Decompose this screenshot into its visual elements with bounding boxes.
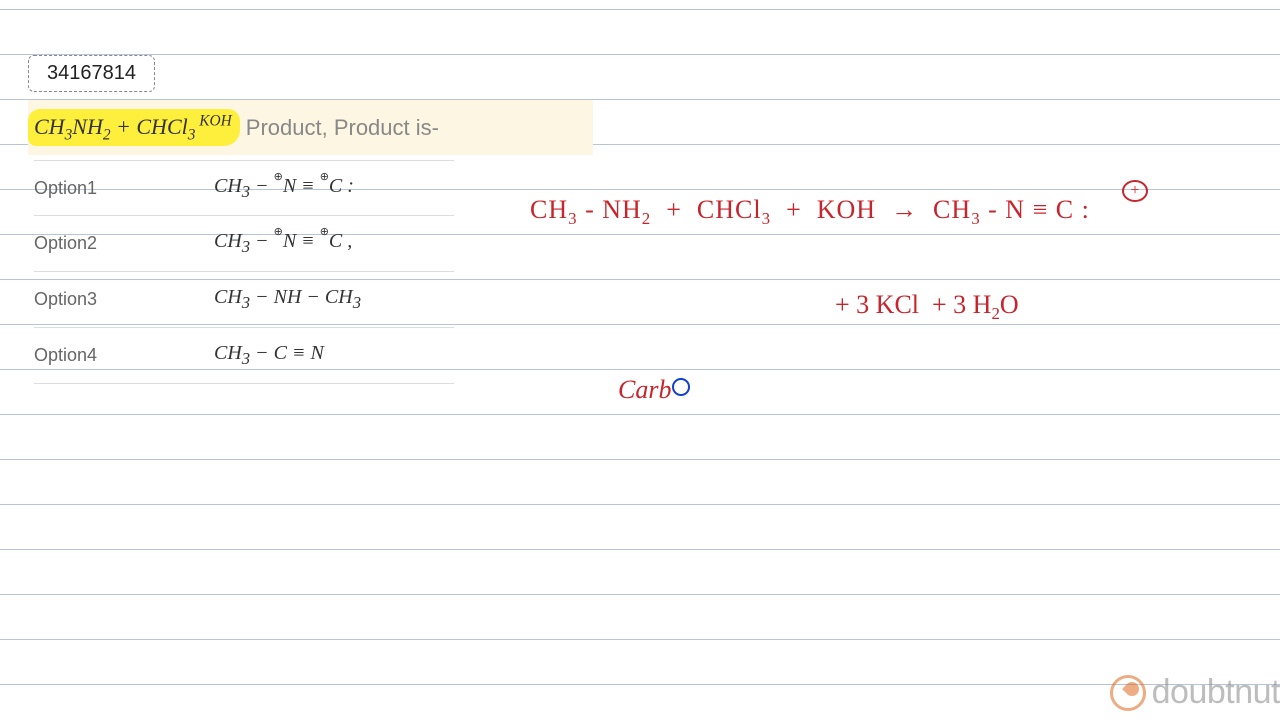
option-label: Option1 bbox=[34, 178, 214, 199]
option-label: Option3 bbox=[34, 289, 214, 310]
option-label: Option2 bbox=[34, 233, 214, 254]
question-box: CH3NH2 + CHCl3 KOH Product, Product is- bbox=[28, 100, 593, 155]
question-formula: CH3NH2 + CHCl3 KOH bbox=[34, 114, 232, 139]
option-row[interactable]: Option1 CH3 − ⊕N ≡ ⊕C : bbox=[34, 160, 454, 216]
option-row[interactable]: Option2 CH3 − ⊕N ≡ ⊕C , bbox=[34, 216, 454, 272]
option-label: Option4 bbox=[34, 345, 214, 366]
question-tail: Product, Product is- bbox=[246, 115, 439, 141]
doubtnut-logo-icon bbox=[1110, 675, 1146, 711]
watermark-text: doubtnut bbox=[1152, 673, 1280, 712]
circled-plus-annotation: + bbox=[1122, 180, 1148, 202]
option-row[interactable]: Option3 CH3 − NH − CH3 bbox=[34, 272, 454, 328]
question-formula-highlight: CH3NH2 + CHCl3 KOH bbox=[28, 109, 240, 147]
handwriting-line-2: + 3 KCl + 3 H2O bbox=[835, 290, 1019, 324]
cursor-indicator bbox=[672, 378, 690, 396]
option-value: CH3 − C ≡ N bbox=[214, 342, 324, 369]
handwriting-line-1: CH3 - NH2 + CHCl3 + KOH → CH3 - N ≡ C : bbox=[530, 195, 1090, 229]
option-value: CH3 − ⊕N ≡ ⊕C : bbox=[214, 175, 354, 202]
options-list: Option1 CH3 − ⊕N ≡ ⊕C : Option2 CH3 − ⊕N… bbox=[34, 160, 454, 384]
handwriting-line-3: Carb bbox=[618, 375, 671, 405]
watermark: doubtnut bbox=[1110, 673, 1280, 712]
question-id: 34167814 bbox=[47, 62, 136, 84]
option-row[interactable]: Option4 CH3 − C ≡ N bbox=[34, 328, 454, 384]
option-value: CH3 − ⊕N ≡ ⊕C , bbox=[214, 230, 352, 257]
option-value: CH3 − NH − CH3 bbox=[214, 286, 361, 313]
question-id-box: 34167814 bbox=[28, 55, 155, 92]
